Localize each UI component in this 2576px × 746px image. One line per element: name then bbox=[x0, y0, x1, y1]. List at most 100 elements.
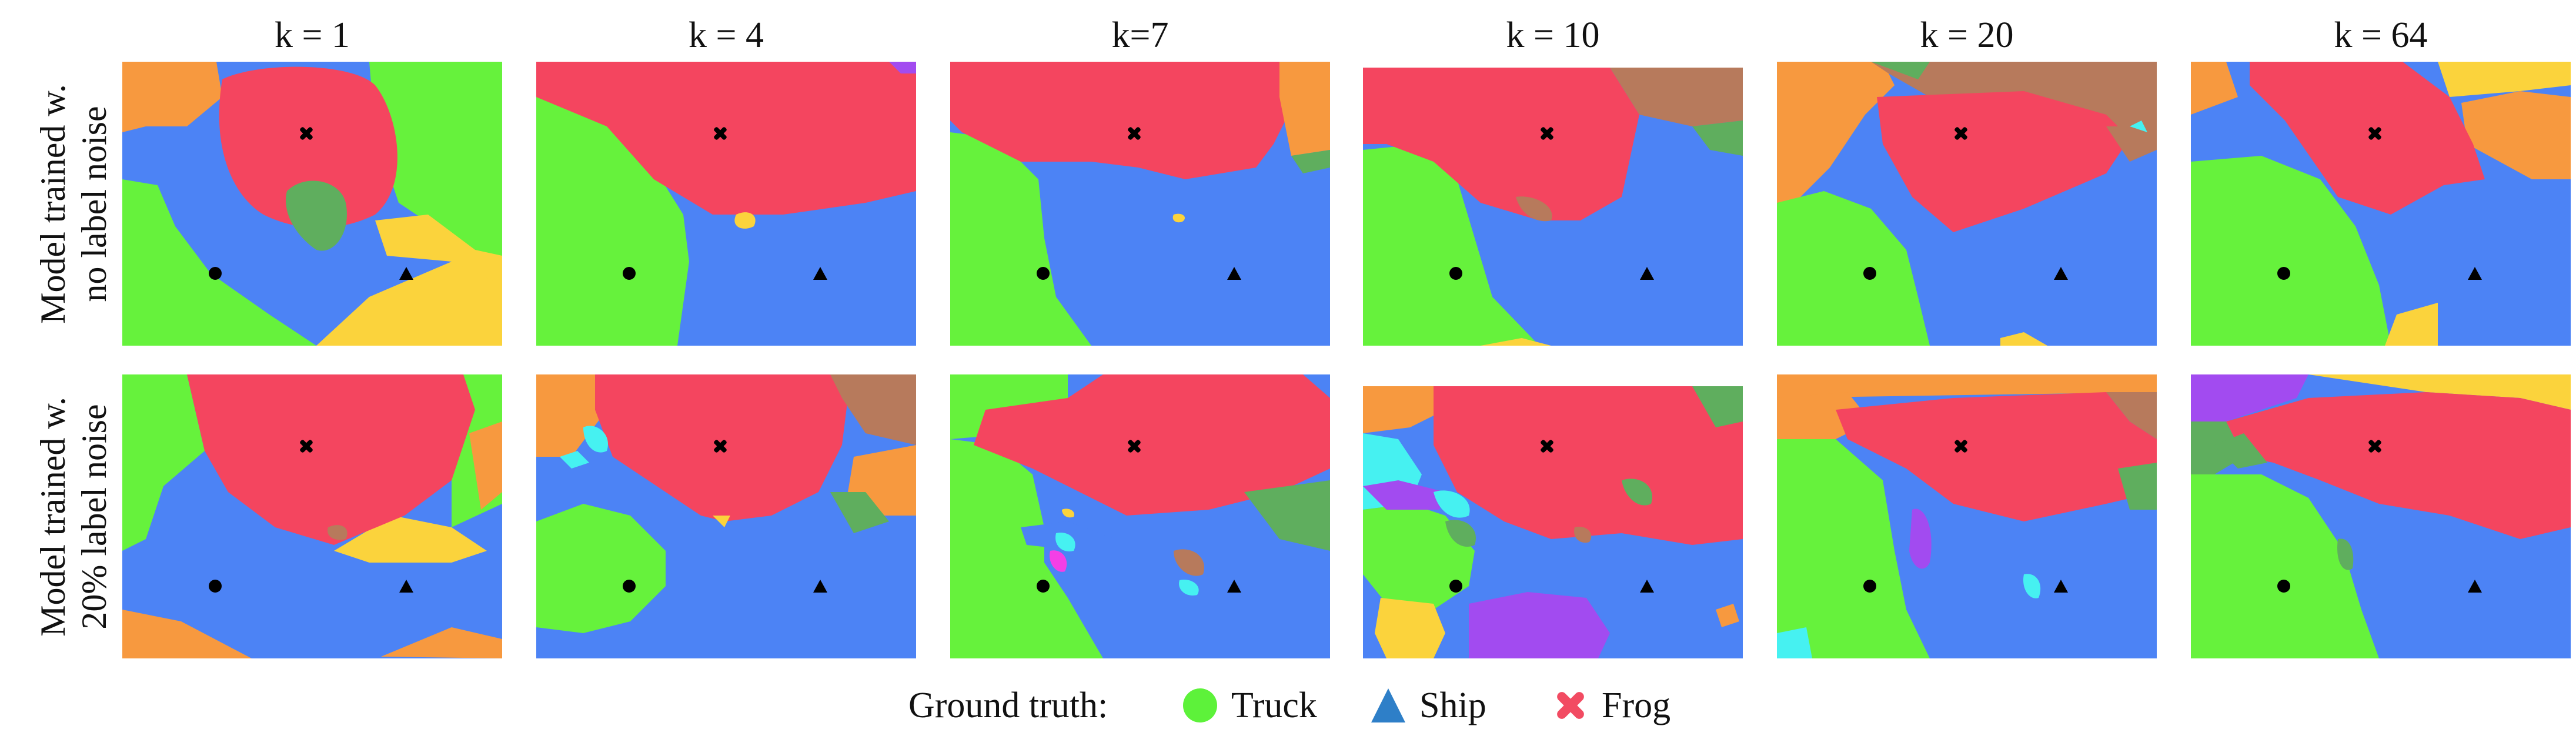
region-cyan bbox=[1434, 490, 1470, 518]
region-purple bbox=[1909, 509, 1932, 569]
region-orange bbox=[1716, 604, 1739, 627]
region-dark-green bbox=[1291, 150, 1330, 173]
region-dark-green bbox=[1871, 62, 1930, 79]
ship-marker bbox=[1640, 580, 1654, 593]
decision-map-svg bbox=[122, 62, 502, 346]
region-orange bbox=[1279, 62, 1330, 156]
region-orange bbox=[122, 610, 252, 658]
truck-marker bbox=[2277, 580, 2290, 593]
region-yellow bbox=[734, 212, 756, 229]
region-brown bbox=[1174, 549, 1204, 576]
frog-marker bbox=[1128, 440, 1141, 453]
region-purple bbox=[2191, 374, 2308, 421]
region-dark-green bbox=[1622, 479, 1652, 506]
region-cyan bbox=[560, 451, 589, 469]
row-label-no-noise: Model trained w. no label noise bbox=[24, 62, 123, 346]
column-title-k1: k = 1 bbox=[275, 15, 350, 55]
frog-marker bbox=[1128, 127, 1141, 140]
row-label-20-noise-line2: 20% label noise bbox=[75, 403, 114, 630]
decision-map-no-noise-k1 bbox=[122, 62, 502, 346]
region-yellow bbox=[1375, 598, 1445, 658]
decision-map-noise-k20 bbox=[1777, 374, 2157, 658]
region-frog bbox=[2226, 392, 2571, 539]
region-dark-green bbox=[286, 180, 347, 251]
ship-marker bbox=[2468, 580, 2482, 593]
decision-map-noise-k64 bbox=[2191, 374, 2571, 658]
decision-map-noise-k4 bbox=[536, 374, 916, 658]
region-truck bbox=[1777, 439, 1930, 658]
truck-marker bbox=[1037, 580, 1050, 593]
decision-map-svg bbox=[1777, 62, 2157, 346]
truck-marker bbox=[1449, 267, 1462, 280]
decision-map-no-noise-k20 bbox=[1777, 62, 2157, 346]
truck-marker bbox=[209, 580, 222, 593]
region-truck bbox=[2191, 474, 2379, 658]
frog-marker bbox=[2368, 127, 2381, 140]
ship-marker bbox=[1227, 580, 1241, 593]
region-truck bbox=[536, 504, 666, 633]
region-frog bbox=[1434, 386, 1743, 545]
decision-map-no-noise-k64 bbox=[2191, 62, 2571, 346]
decision-map-svg bbox=[536, 62, 916, 346]
region-brown bbox=[328, 525, 348, 540]
region-orange bbox=[2191, 62, 2238, 115]
column-title-k64: k = 64 bbox=[2334, 15, 2428, 55]
legend-label-frog: Frog bbox=[1602, 685, 1671, 725]
region-yellow bbox=[1062, 509, 1074, 518]
decision-map-svg bbox=[2191, 62, 2571, 346]
frog-marker bbox=[1541, 127, 1553, 140]
legend-item-frog: Frog bbox=[1552, 682, 1670, 729]
region-frog bbox=[950, 62, 1291, 179]
region-frog bbox=[974, 374, 1330, 516]
frog-marker bbox=[300, 440, 313, 453]
frog-marker bbox=[714, 440, 727, 453]
region-frog bbox=[219, 66, 397, 228]
region-truck bbox=[950, 132, 1091, 346]
region-purple bbox=[1469, 592, 1610, 658]
ship-marker bbox=[399, 580, 413, 593]
region-orange bbox=[1777, 374, 2157, 398]
column-title-k10: k = 10 bbox=[1506, 15, 1600, 55]
region-truck bbox=[122, 374, 205, 551]
column-title-k4: k = 4 bbox=[689, 15, 764, 55]
legend-item-ship: Ship bbox=[1370, 682, 1486, 729]
decision-map-noise-k10 bbox=[1363, 374, 1743, 658]
region-yellow bbox=[375, 215, 502, 285]
ship-marker bbox=[2054, 267, 2068, 280]
row-label-20-noise: Model trained w. 20% label noise bbox=[24, 374, 123, 658]
truck-marker bbox=[2277, 267, 2290, 280]
region-yellow bbox=[713, 516, 730, 527]
region-truck bbox=[2191, 156, 2391, 346]
region-orange bbox=[2461, 91, 2571, 179]
region-frog bbox=[1363, 68, 1639, 220]
region-yellow bbox=[1481, 338, 1551, 346]
region-truck bbox=[122, 179, 316, 346]
ship-marker bbox=[1227, 267, 1241, 280]
truck-marker bbox=[1863, 580, 1876, 593]
region-yellow bbox=[1172, 213, 1185, 223]
region-brown bbox=[2106, 126, 2157, 162]
region-dark-green bbox=[1692, 121, 1743, 156]
region-background bbox=[1363, 62, 1743, 68]
region-cyan bbox=[1179, 580, 1199, 596]
ship-marker bbox=[2468, 267, 2482, 280]
decision-map-noise-k7 bbox=[950, 374, 1330, 658]
region-yellow bbox=[2308, 374, 2571, 410]
region-dark-green bbox=[2214, 433, 2267, 469]
region-cyan bbox=[2023, 574, 2041, 598]
region-orange bbox=[536, 374, 607, 457]
ship-marker bbox=[813, 267, 827, 280]
region-dark-green bbox=[2337, 538, 2354, 570]
region-pink bbox=[1050, 550, 1067, 572]
region-frog bbox=[2250, 62, 2485, 215]
circle-icon bbox=[1183, 688, 1217, 722]
region-orange bbox=[381, 627, 502, 658]
region-brown bbox=[1610, 68, 1743, 126]
frog-marker bbox=[1541, 440, 1553, 453]
region-truck bbox=[1363, 144, 1539, 346]
legend-title: Ground truth: bbox=[908, 685, 1108, 725]
truck-marker bbox=[623, 580, 636, 593]
region-frog bbox=[1877, 91, 2130, 232]
truck-marker bbox=[209, 267, 222, 280]
region-brown bbox=[1574, 527, 1592, 543]
